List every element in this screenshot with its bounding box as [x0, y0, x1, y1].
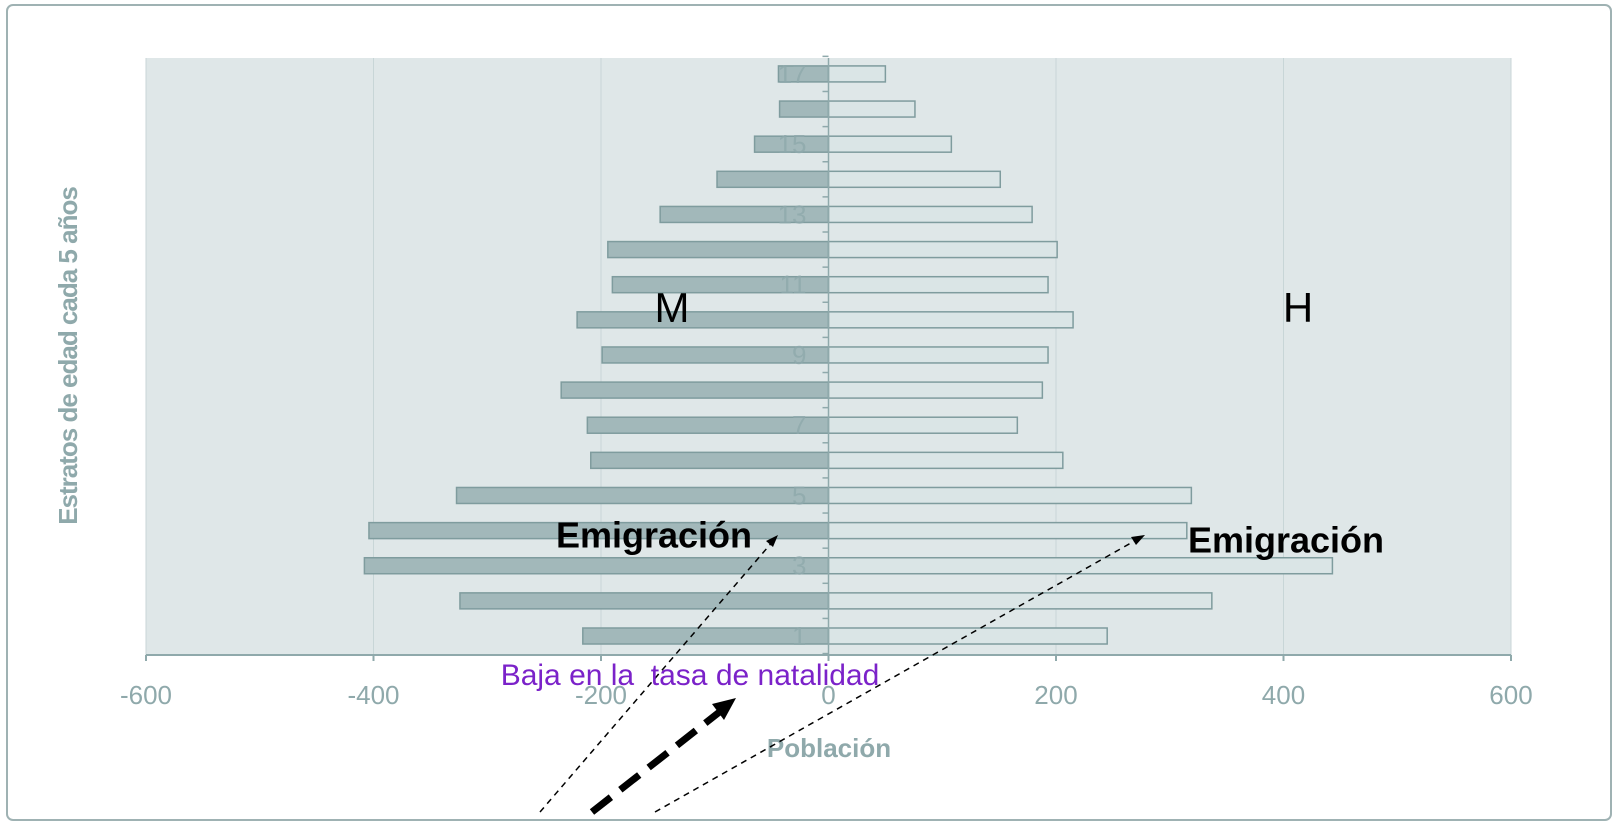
y-tick-label: 5 [792, 480, 806, 510]
bar [827, 381, 1044, 399]
bar [827, 346, 1049, 364]
y-tick-label: 11 [780, 270, 807, 300]
x-tick-label: 600 [1489, 680, 1532, 710]
bar [827, 592, 1213, 610]
y-tick-label: 15 [778, 129, 807, 159]
arrows [539, 535, 1145, 815]
y-tick-label: 9 [792, 340, 806, 370]
x-tick-label: -200 [575, 680, 627, 710]
annotation: Emigración [1188, 520, 1384, 561]
bar [716, 170, 830, 189]
x-tick-label: -400 [347, 680, 399, 710]
annotation: Emigración [556, 515, 752, 556]
bar [827, 135, 953, 153]
bar [607, 240, 830, 259]
y-tick-label: 3 [792, 551, 806, 581]
y-axis-title: Estratos de edad cada 5 años [53, 187, 83, 525]
bar [827, 451, 1064, 470]
bar [459, 592, 830, 610]
bar [827, 627, 1108, 645]
bar [827, 240, 1058, 259]
bar [778, 100, 830, 118]
series-label: M [655, 284, 690, 331]
bar [455, 486, 830, 505]
y-tick-label: 1 [792, 621, 806, 651]
bar [827, 205, 1033, 224]
y-tick-label: 7 [792, 410, 806, 440]
y-tick-label: 17 [778, 59, 807, 89]
x-tick-label: -600 [120, 680, 172, 710]
series-label: H [1283, 284, 1313, 331]
bar [827, 170, 1002, 189]
bar [827, 486, 1193, 505]
bar [363, 556, 830, 575]
bar [827, 100, 916, 118]
bar [827, 65, 887, 83]
bar [590, 451, 830, 470]
annotation: Baja en la tasa de natalidad [501, 659, 880, 692]
bar [827, 521, 1188, 540]
bar [827, 416, 1019, 434]
bar [827, 275, 1049, 294]
x-axis-title: Población [767, 733, 891, 763]
x-tick-label: 0 [821, 680, 835, 710]
y-tick-label: 13 [778, 199, 807, 229]
bar [560, 381, 830, 399]
x-tick-label: 400 [1262, 680, 1305, 710]
bar [827, 311, 1074, 329]
x-tick-label: 200 [1034, 680, 1077, 710]
bar [576, 311, 830, 329]
